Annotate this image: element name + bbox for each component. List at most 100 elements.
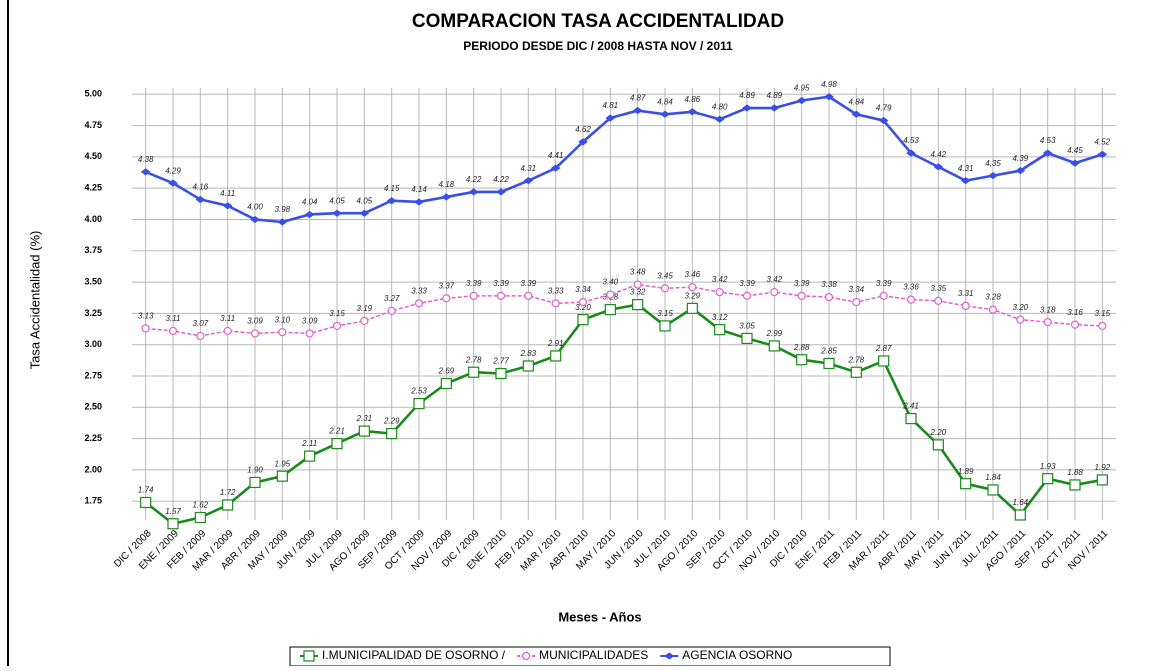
data-label: 3.34 (849, 285, 865, 294)
data-label: 1.95 (275, 459, 291, 468)
point-marker (1016, 315, 1025, 324)
data-label: 4.38 (138, 155, 154, 164)
point-marker (714, 324, 726, 336)
point-marker (495, 367, 507, 380)
point-marker (659, 320, 671, 332)
point-marker (249, 476, 261, 489)
point-marker (469, 291, 478, 300)
data-label: 4.84 (657, 97, 673, 106)
data-label: 4.22 (466, 175, 482, 184)
data-label: 4.86 (685, 95, 701, 104)
point-marker (850, 366, 862, 378)
point-marker (932, 439, 944, 451)
data-label: 2.69 (438, 367, 455, 376)
data-label: 3.33 (411, 286, 427, 295)
data-label: 1.62 (193, 501, 209, 510)
point-marker (906, 149, 916, 157)
point-marker (605, 114, 616, 122)
data-label: 3.39 (794, 279, 810, 288)
point-marker (140, 496, 152, 509)
point-marker (414, 299, 424, 308)
point-marker (1097, 150, 1108, 158)
data-label: 2.87 (875, 344, 892, 353)
point-marker (878, 116, 889, 125)
y-tick-label: 3.50 (84, 276, 102, 286)
point-marker (168, 179, 178, 187)
y-tick-label: 4.50 (84, 151, 102, 161)
point-marker (796, 354, 808, 366)
data-label: 4.14 (411, 185, 427, 194)
point-marker (797, 291, 806, 300)
point-marker (442, 294, 451, 303)
data-label: 4.53 (903, 136, 919, 145)
data-label: 4.00 (247, 203, 263, 212)
data-label: 3.32 (630, 288, 646, 297)
data-label: 4.80 (712, 102, 728, 111)
data-label: 3.11 (220, 314, 235, 323)
point-marker (441, 193, 452, 201)
y-tick-label: 4.75 (84, 120, 102, 130)
point-marker (960, 478, 972, 490)
point-marker (522, 360, 534, 372)
data-label: 3.37 (439, 281, 455, 290)
y-tick-label: 5.00 (84, 89, 102, 99)
data-label: 4.35 (985, 159, 1001, 168)
point-marker (1042, 473, 1054, 485)
point-marker (222, 499, 234, 511)
data-label: 4.05 (329, 196, 345, 205)
data-label: 3.15 (657, 309, 673, 318)
point-marker (550, 164, 561, 172)
data-label: 3.42 (712, 275, 728, 284)
data-label: 2.91 (547, 339, 564, 348)
point-marker (332, 321, 342, 331)
data-label: 2.21 (328, 427, 345, 436)
data-label: 2.99 (766, 329, 783, 338)
point-marker (468, 366, 480, 378)
point-marker (440, 377, 452, 390)
point-marker (742, 104, 752, 112)
point-marker (961, 301, 970, 310)
point-marker (222, 202, 233, 210)
point-marker (167, 518, 179, 530)
point-marker (715, 288, 724, 297)
data-label: 4.18 (439, 180, 455, 189)
point-marker (988, 305, 998, 314)
data-label: 2.78 (465, 355, 482, 364)
point-marker (824, 293, 834, 302)
data-label: 2.29 (383, 417, 400, 426)
data-label: 2.41 (902, 402, 919, 411)
point-marker (988, 172, 998, 180)
y-tick-label: 3.00 (84, 339, 102, 349)
point-marker (413, 397, 425, 410)
point-marker (664, 652, 675, 660)
point-marker (414, 198, 424, 206)
point-marker (278, 328, 287, 337)
data-label: 4.04 (302, 198, 318, 207)
point-marker (386, 197, 397, 205)
point-marker (906, 295, 916, 304)
point-marker (305, 329, 314, 338)
point-marker (632, 299, 644, 311)
point-marker (933, 163, 944, 171)
data-label: 1.84 (985, 473, 1001, 482)
point-marker (358, 425, 370, 437)
data-label: 4.79 (876, 104, 892, 113)
data-label: 4.95 (794, 84, 810, 93)
data-label: 4.31 (958, 164, 974, 173)
data-label: 4.16 (193, 183, 209, 192)
data-label: 3.20 (1013, 303, 1029, 312)
data-label: 1.74 (138, 486, 154, 495)
point-marker (551, 299, 560, 308)
point-marker (1014, 509, 1026, 521)
y-tick-label: 3.75 (84, 245, 102, 255)
point-marker (194, 511, 206, 524)
data-label: 4.81 (603, 101, 619, 110)
y-tick-label: 3.25 (84, 308, 102, 318)
series-line (145, 95, 1103, 224)
data-label: 3.15 (1095, 309, 1111, 318)
data-label: 4.87 (630, 94, 646, 103)
point-marker (578, 298, 588, 307)
point-marker (660, 284, 670, 293)
